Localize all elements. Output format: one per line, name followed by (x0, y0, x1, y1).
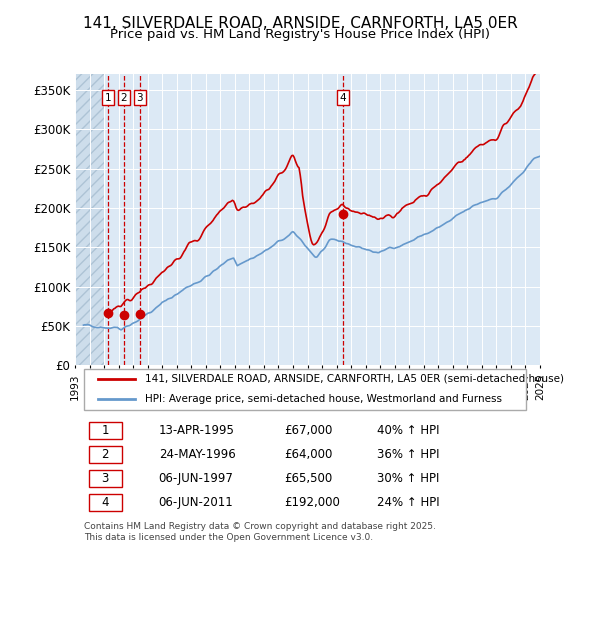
Text: 1: 1 (101, 423, 109, 436)
Text: Contains HM Land Registry data © Crown copyright and database right 2025.
This d: Contains HM Land Registry data © Crown c… (84, 522, 436, 542)
Text: 2: 2 (121, 92, 127, 103)
Text: 141, SILVERDALE ROAD, ARNSIDE, CARNFORTH, LA5 0ER (semi-detached house): 141, SILVERDALE ROAD, ARNSIDE, CARNFORTH… (145, 373, 564, 384)
Text: HPI: Average price, semi-detached house, Westmorland and Furness: HPI: Average price, semi-detached house,… (145, 394, 502, 404)
Text: 2: 2 (101, 448, 109, 461)
Bar (75, 74, 104, 366)
Text: 3: 3 (101, 472, 109, 485)
FancyBboxPatch shape (89, 422, 121, 438)
Text: 36% ↑ HPI: 36% ↑ HPI (377, 448, 440, 461)
Text: 4: 4 (101, 496, 109, 509)
Text: 06-JUN-1997: 06-JUN-1997 (158, 472, 233, 485)
Text: 3: 3 (136, 92, 143, 103)
Text: 4: 4 (340, 92, 347, 103)
FancyBboxPatch shape (89, 494, 121, 511)
Text: 24% ↑ HPI: 24% ↑ HPI (377, 496, 440, 509)
Text: £65,500: £65,500 (284, 472, 332, 485)
FancyBboxPatch shape (89, 470, 121, 487)
FancyBboxPatch shape (84, 369, 526, 410)
Text: £64,000: £64,000 (284, 448, 332, 461)
Text: Price paid vs. HM Land Registry's House Price Index (HPI): Price paid vs. HM Land Registry's House … (110, 28, 490, 41)
Text: 06-JUN-2011: 06-JUN-2011 (158, 496, 233, 509)
Text: 30% ↑ HPI: 30% ↑ HPI (377, 472, 440, 485)
Text: £192,000: £192,000 (284, 496, 340, 509)
Text: 40% ↑ HPI: 40% ↑ HPI (377, 423, 440, 436)
Text: 13-APR-1995: 13-APR-1995 (158, 423, 235, 436)
Text: 1: 1 (105, 92, 112, 103)
Text: 141, SILVERDALE ROAD, ARNSIDE, CARNFORTH, LA5 0ER: 141, SILVERDALE ROAD, ARNSIDE, CARNFORTH… (83, 16, 517, 30)
Text: £67,000: £67,000 (284, 423, 332, 436)
FancyBboxPatch shape (89, 446, 121, 463)
Text: 24-MAY-1996: 24-MAY-1996 (158, 448, 235, 461)
